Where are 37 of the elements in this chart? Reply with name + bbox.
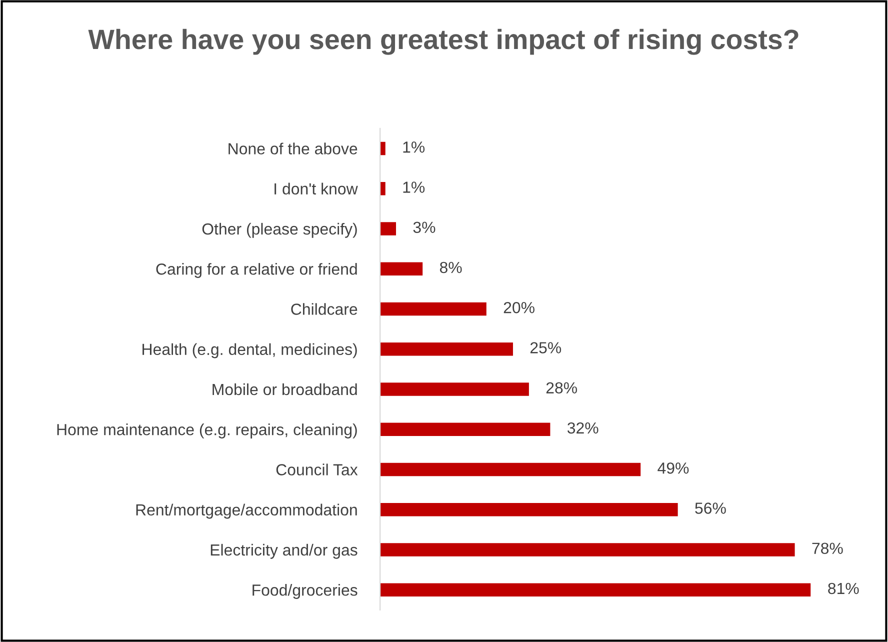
y-tick-label: Other (please specify)	[202, 222, 357, 238]
bar	[380, 583, 811, 596]
y-tick-label: Health (e.g. dental, medicines)	[142, 343, 357, 358]
y-tick-label: Rent/mortgage/accommodation	[136, 504, 357, 519]
bar	[380, 342, 513, 356]
y-tick-label: Caring for a relative or friend	[156, 263, 357, 278]
y-tick-label: Mobile or broadband	[212, 383, 357, 396]
data-label: 81%	[828, 582, 859, 594]
data-label: 56%	[695, 502, 726, 514]
bar	[380, 142, 386, 156]
bar	[380, 262, 423, 276]
data-label: 78%	[812, 542, 843, 554]
y-tick-label: None of the above	[228, 142, 358, 154]
y-tick-label: Council Tax	[276, 464, 358, 476]
bar	[380, 502, 678, 516]
data-label: 8%	[440, 262, 462, 274]
data-label: 1%	[403, 182, 425, 193]
bar	[380, 302, 486, 316]
data-label: 1%	[403, 142, 425, 153]
bar	[380, 182, 386, 196]
bar	[380, 543, 795, 556]
data-label: 32%	[567, 422, 598, 434]
bar	[380, 462, 641, 476]
y-tick-label: I don't know	[274, 182, 358, 195]
y-tick-label: Food/groceries	[252, 584, 358, 599]
data-label: 3%	[413, 222, 436, 233]
data-label: 25%	[530, 342, 562, 354]
y-tick-label: Electricity and/or gas	[210, 544, 358, 559]
bar	[380, 222, 396, 236]
data-label: 28%	[546, 382, 578, 394]
bar	[380, 382, 529, 396]
bar	[380, 422, 550, 436]
chart-title: Where have you seen greatest impact of rising costs?	[88, 28, 798, 55]
data-label: 49%	[658, 462, 689, 474]
y-tick-label: Home maintenance (e.g. repairs, cleaning)	[57, 424, 357, 438]
y-tick-label: Childcare	[291, 303, 358, 315]
data-label: 20%	[504, 302, 534, 314]
